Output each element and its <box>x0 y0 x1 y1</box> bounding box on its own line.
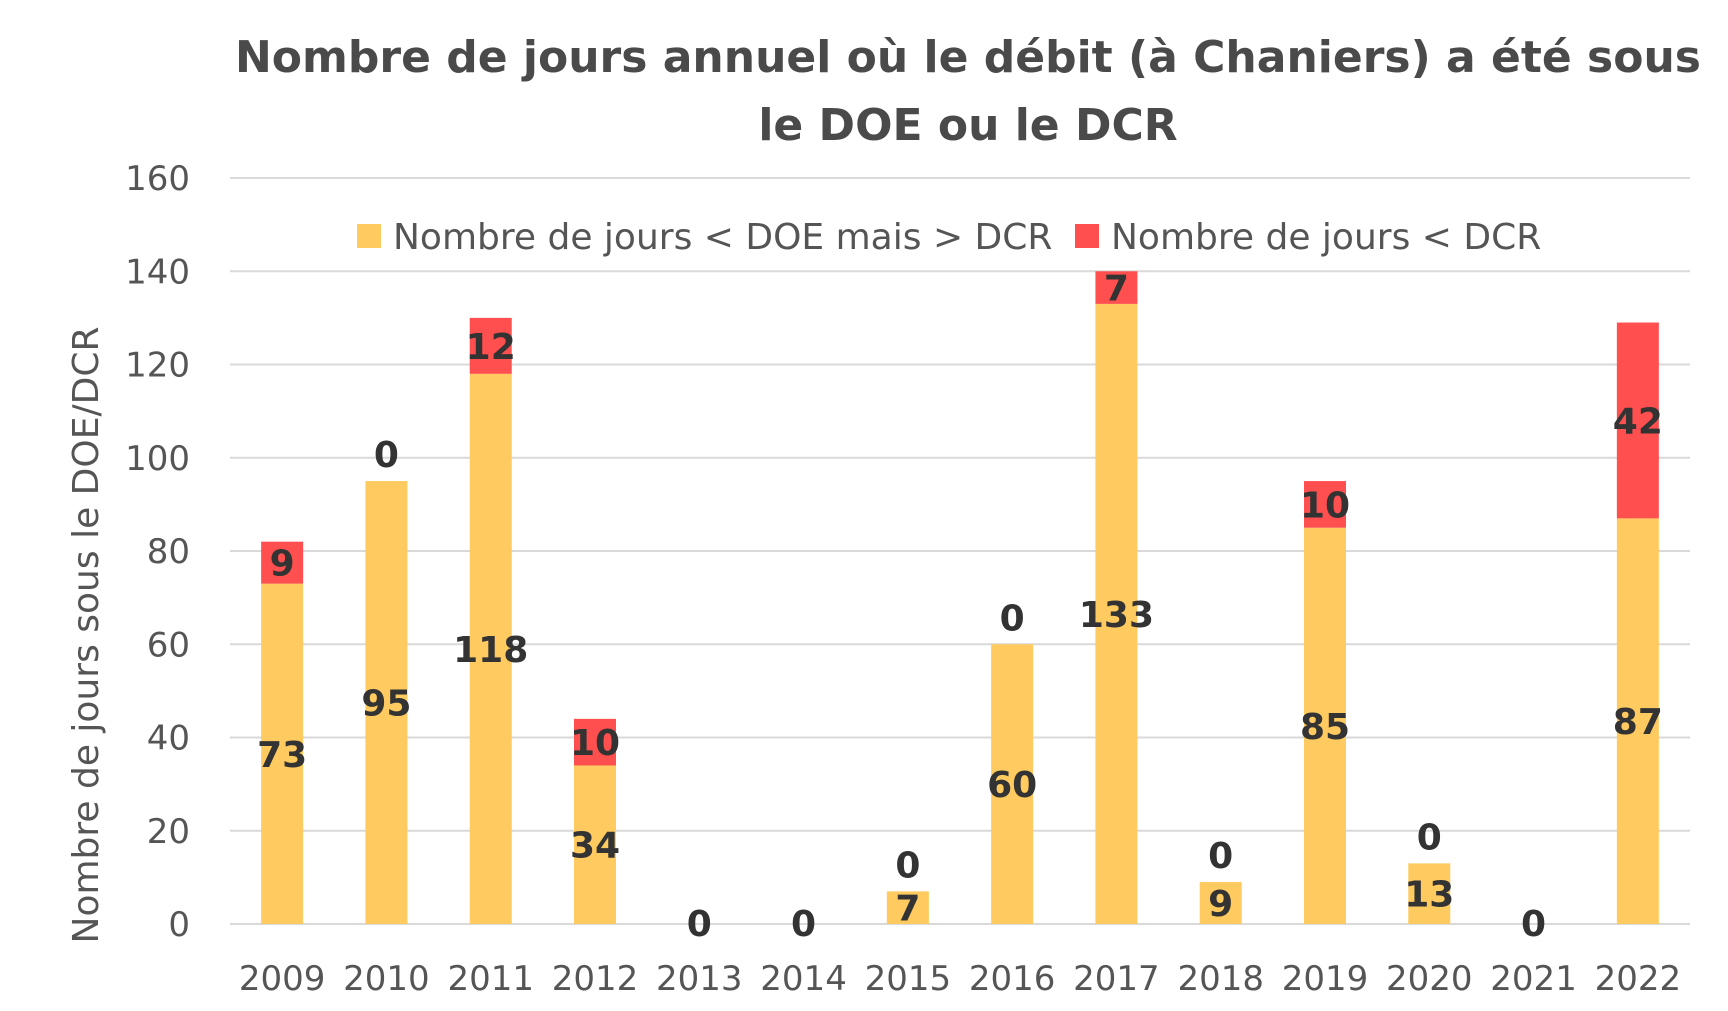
legend-label-doe: Nombre de jours < DOE mais > DCR <box>393 217 1052 258</box>
x-tick-label: 2022 <box>1595 959 1682 999</box>
bar-dcr-2017 <box>1095 271 1138 304</box>
chart-title-line1: Nombre de jours annuel où le débit (à Ch… <box>235 32 1701 83</box>
y-tick-label: 140 <box>125 252 190 292</box>
x-tick-label: 2018 <box>1177 959 1264 999</box>
y-axis-title: Nombre de jours sous le DOE/DCR <box>66 327 107 944</box>
bars <box>261 271 1659 924</box>
legend-swatch-dcr <box>1075 224 1099 248</box>
bar-dcr-2011 <box>469 317 512 374</box>
y-tick-label: 40 <box>147 719 190 759</box>
data-label-doe-2021: 0 <box>1521 904 1546 945</box>
y-tick-label: 80 <box>147 532 190 572</box>
bar-doe-2009 <box>261 583 304 924</box>
data-label-doe-2017: 133 <box>1079 595 1154 636</box>
bar-doe-2018 <box>1199 882 1242 924</box>
x-axis-ticks: 2009 2010 2011 2012 2013 2014 2015 2016 2017 2018… <box>239 959 1681 999</box>
bar-doe-2019 <box>1304 527 1346 924</box>
data-label-dcr-2019: 10 <box>1300 485 1350 526</box>
y-axis-ticks: 0 20 40 60 80 100 120 140 160 <box>125 159 190 945</box>
data-label-doe-2013: 0 <box>687 904 712 945</box>
x-tick-label: 2020 <box>1386 959 1473 999</box>
legend-swatch-doe <box>357 224 381 248</box>
x-tick-label: 2011 <box>447 959 534 999</box>
data-label-dcr-2009: 9 <box>270 544 295 585</box>
x-tick-label: 2009 <box>239 959 326 999</box>
bar-dcr-2022 <box>1616 322 1659 519</box>
data-label-doe-2016: 60 <box>987 765 1037 806</box>
x-tick-label: 2019 <box>1282 959 1369 999</box>
x-tick-label: 2012 <box>552 959 639 999</box>
bar-doe-2010 <box>365 481 408 924</box>
data-label-doe-2015: 7 <box>895 889 920 930</box>
data-label-dcr-2016: 0 <box>1000 598 1025 639</box>
x-tick-label: 2013 <box>656 959 743 999</box>
data-label-doe-2018: 9 <box>1208 884 1233 925</box>
data-label-doe-2019: 85 <box>1300 707 1350 748</box>
bar-doe-2020 <box>1408 863 1451 924</box>
x-tick-label: 2015 <box>865 959 952 999</box>
data-label-doe-2020: 13 <box>1404 875 1454 916</box>
y-tick-label: 20 <box>147 812 190 852</box>
bar-doe-2022 <box>1616 518 1659 924</box>
data-label-dcr-2012: 10 <box>570 723 620 764</box>
y-tick-label: 60 <box>147 625 190 665</box>
x-tick-label: 2021 <box>1490 959 1577 999</box>
x-tick-label: 2010 <box>343 959 430 999</box>
bar-doe-2012 <box>574 765 616 924</box>
bar-doe-2015 <box>886 891 929 924</box>
data-label-dcr-2015: 0 <box>895 845 920 886</box>
data-label-dcr-2018: 0 <box>1208 836 1233 877</box>
bar-doe-2017 <box>1095 303 1138 924</box>
x-tick-label: 2014 <box>760 959 847 999</box>
data-label-dcr-2017: 7 <box>1104 269 1129 310</box>
data-label-doe-2014: 0 <box>791 904 816 945</box>
bar-dcr-2009 <box>261 541 304 584</box>
bar-dcr-2019 <box>1304 481 1346 528</box>
legend: Nombre de jours < DOE mais > DCR Nombre … <box>357 217 1541 258</box>
data-label-doe-2010: 95 <box>361 684 411 725</box>
y-tick-label: 120 <box>125 346 190 386</box>
data-label-doe-2022: 87 <box>1613 702 1663 743</box>
data-label-dcr-2022: 42 <box>1613 401 1663 442</box>
chart-title-line2: le DOE ou le DCR <box>758 100 1177 151</box>
data-label-dcr-2020: 0 <box>1417 817 1442 858</box>
bar-doe-2016 <box>991 644 1034 924</box>
gridlines <box>230 177 1690 925</box>
x-tick-label: 2016 <box>969 959 1056 999</box>
legend-label-dcr: Nombre de jours < DCR <box>1111 217 1541 258</box>
data-label-dcr-2010: 0 <box>374 435 399 476</box>
bar-doe-2011 <box>469 373 512 924</box>
data-label-doe-2012: 34 <box>570 826 620 867</box>
data-label-dcr-2011: 12 <box>466 327 516 368</box>
data-label-doe-2011: 118 <box>453 630 528 671</box>
data-label-doe-2009: 73 <box>257 735 307 776</box>
y-tick-label: 0 <box>168 905 190 945</box>
x-tick-label: 2017 <box>1073 959 1160 999</box>
y-tick-label: 100 <box>125 439 190 479</box>
bar-dcr-2012 <box>574 718 616 766</box>
y-tick-label: 160 <box>125 159 190 199</box>
